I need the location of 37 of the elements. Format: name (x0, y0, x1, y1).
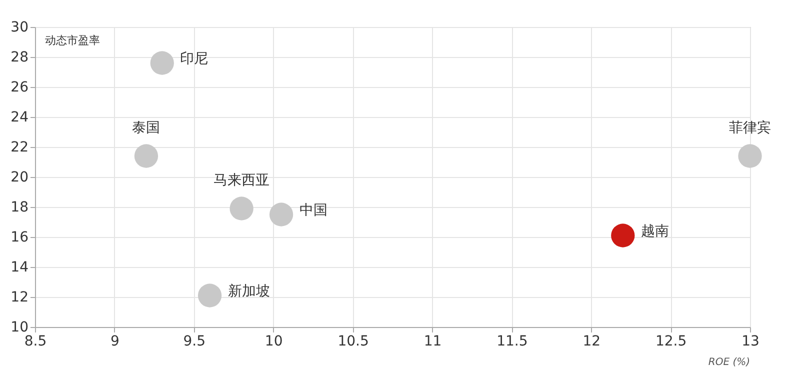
x-tick-label: 10 (264, 334, 283, 350)
x-tick-label: 9 (110, 334, 120, 350)
y-axis-title: 动态市盈率 (45, 34, 100, 47)
annotation: 马来西亚 (214, 172, 270, 188)
y-tick-label: 30 (10, 20, 28, 36)
y-tick-label: 26 (10, 80, 29, 96)
y-tick-label: 16 (10, 230, 29, 246)
point (230, 196, 254, 220)
annotation: 越南 (640, 224, 669, 240)
point (134, 144, 158, 168)
point (738, 144, 762, 168)
x-tick-label: 11.5 (496, 334, 528, 350)
annotation: 印尼 (180, 51, 208, 67)
x-tick-label: 10.5 (338, 334, 369, 350)
y-tick-label: 20 (10, 170, 28, 186)
y-tick-label: 18 (10, 200, 28, 216)
point (198, 284, 222, 308)
y-tick-label: 14 (10, 260, 29, 276)
y-tick-label: 24 (10, 110, 29, 126)
y-tick-label: 22 (10, 140, 28, 156)
point (150, 51, 174, 75)
x-tick-label: 11 (424, 334, 442, 350)
y-tick-label: 10 (10, 320, 28, 336)
x-tick-label: 12.5 (655, 334, 687, 350)
annotation: 菲律宾 (729, 120, 771, 136)
x-tick-label: 8.5 (24, 334, 47, 350)
x-tick-label: 9.5 (183, 334, 206, 350)
point (611, 224, 635, 248)
x-axis-title: ROE (%) (708, 357, 750, 368)
y-tick-label: 28 (10, 50, 28, 66)
x-tick-label: 13 (742, 334, 760, 350)
x-tick-label: 12 (582, 334, 601, 350)
y-tick-label: 12 (10, 290, 28, 306)
point (269, 202, 294, 226)
annotation: 中国 (299, 202, 328, 218)
annotation: 新加坡 (228, 284, 270, 300)
annotation: 泰国 (132, 120, 160, 136)
